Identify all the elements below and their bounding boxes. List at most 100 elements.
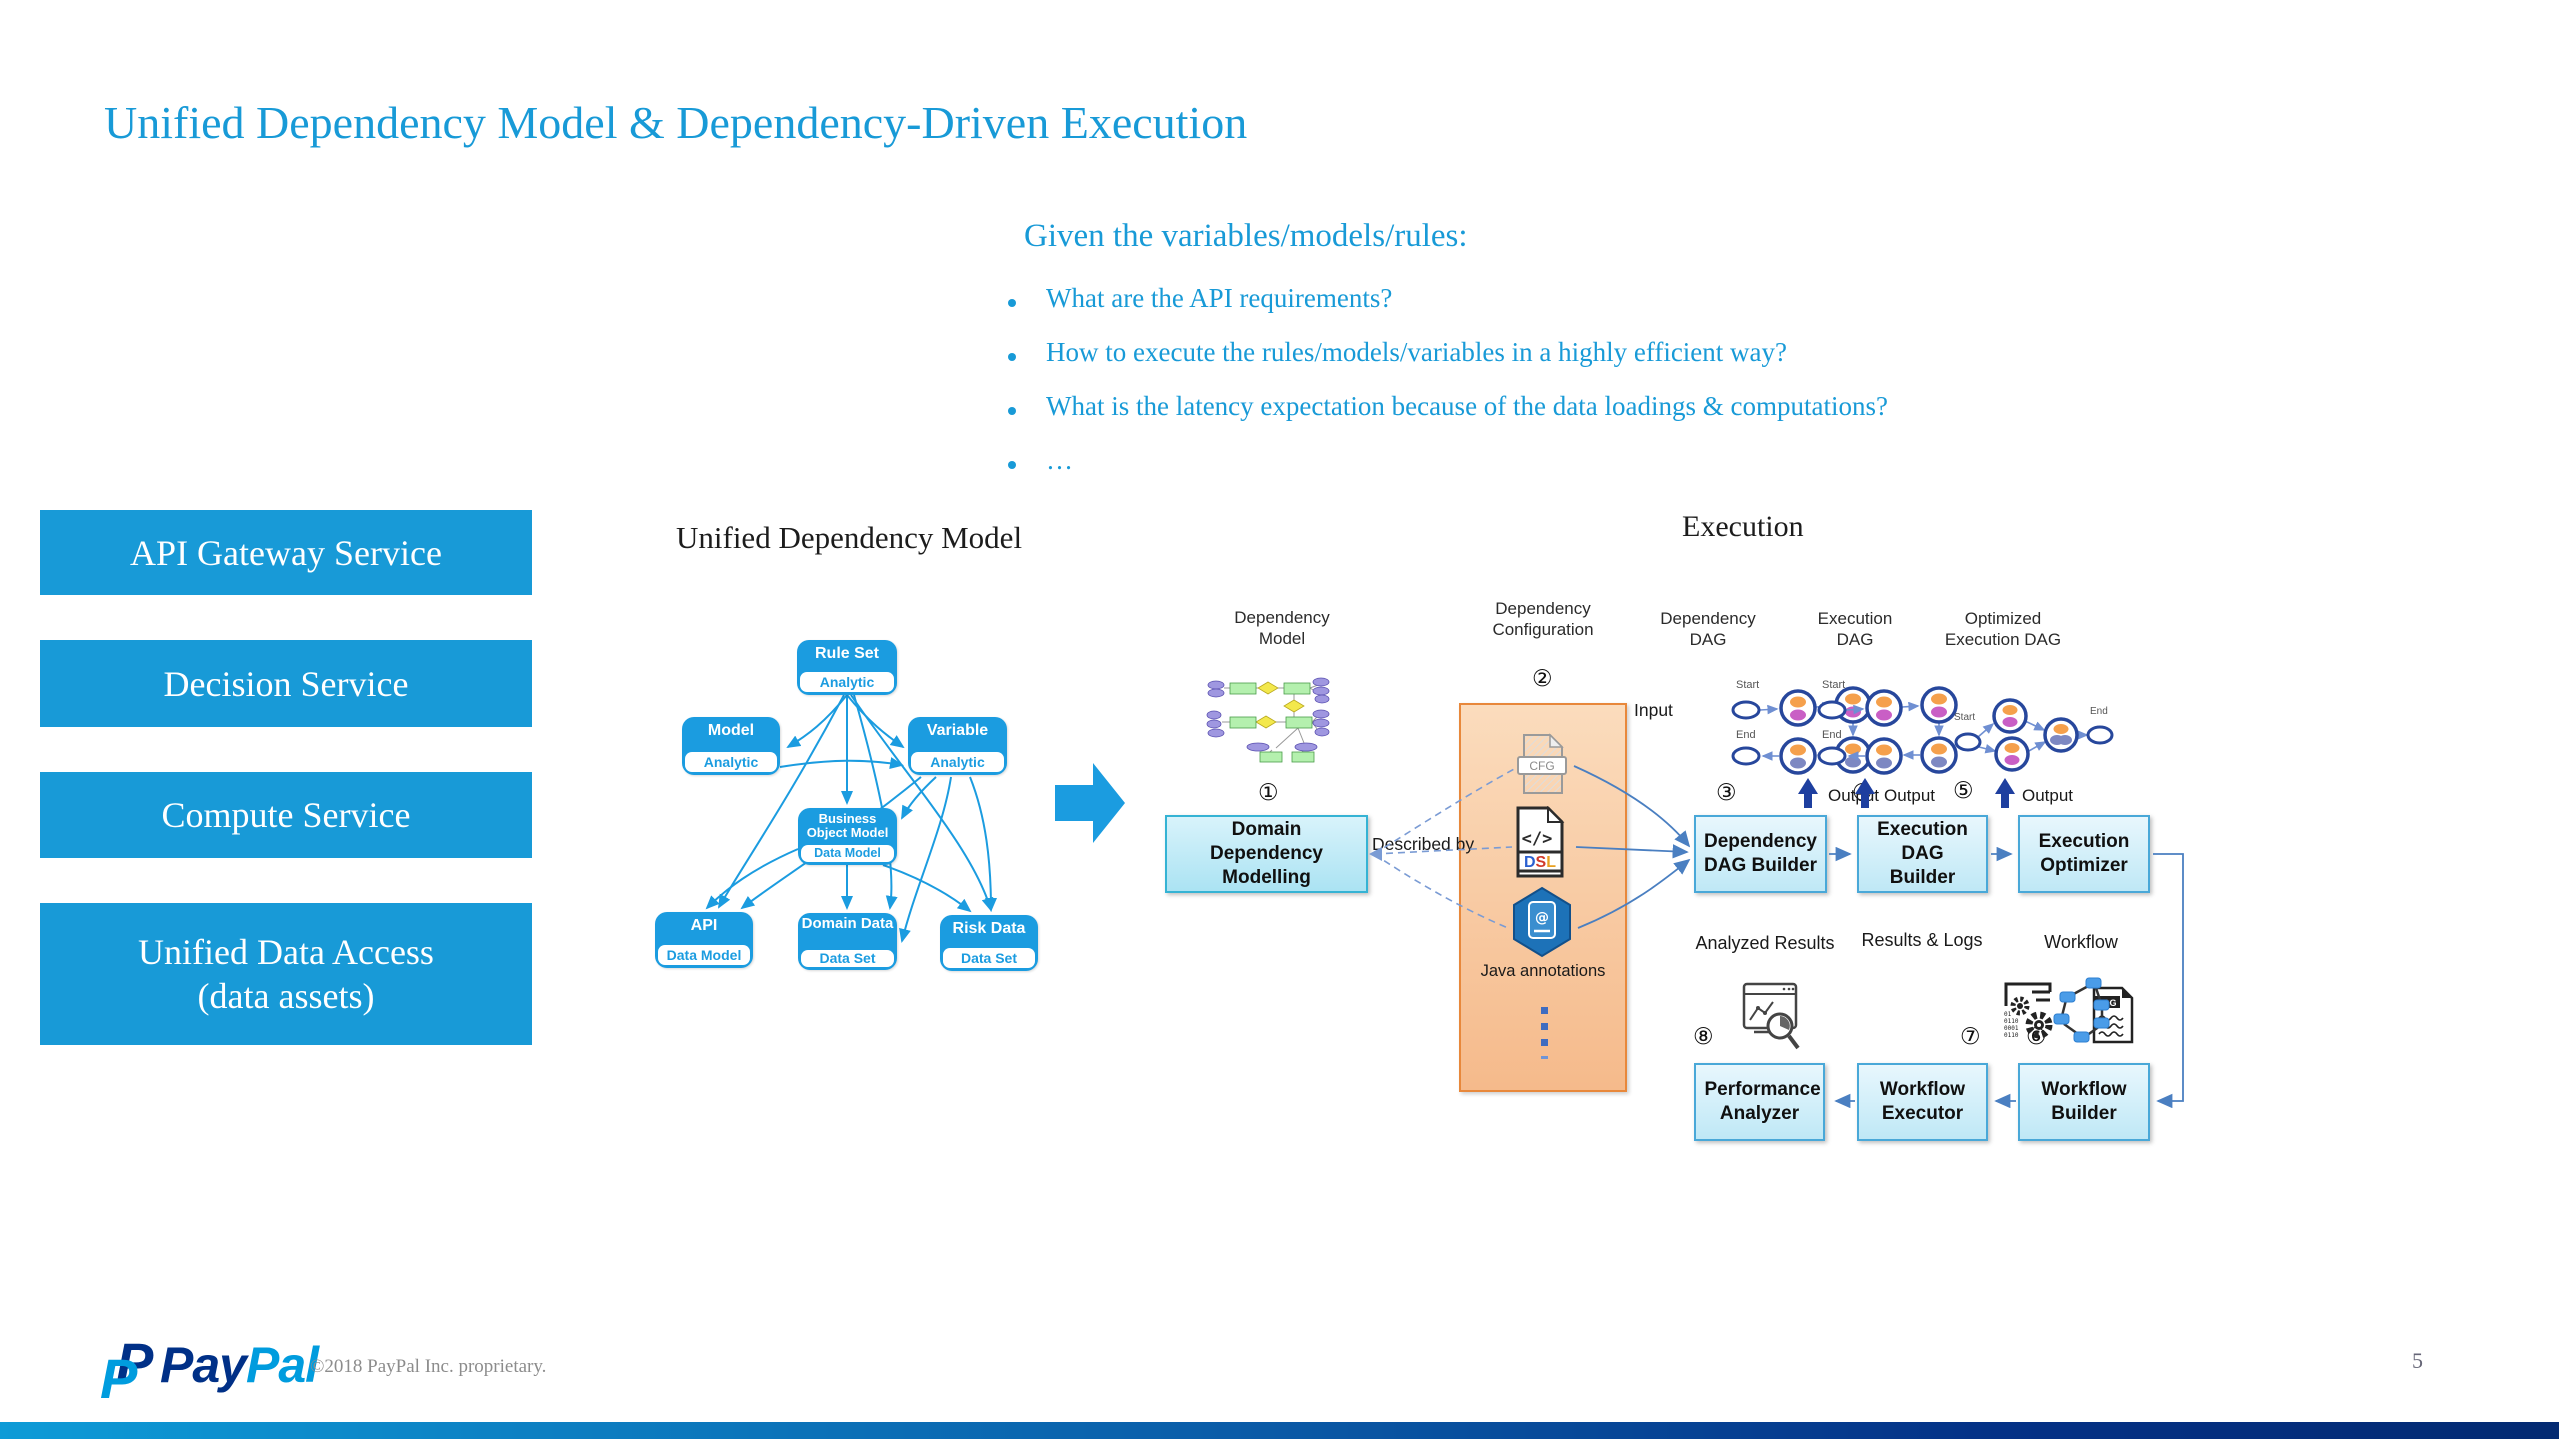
step-2-badge: ② xyxy=(1532,666,1553,692)
box-domain-dependency-modelling: Domain Dependency Modelling xyxy=(1165,815,1368,893)
node-type: Data Set xyxy=(801,950,894,967)
wordmark-pay: Pay xyxy=(160,1337,247,1393)
cfg-file-icon: CFG xyxy=(1517,733,1567,794)
column-label-execution-dag: Execution DAG xyxy=(1817,609,1893,649)
service-bar-unified-data-access: Unified Data Access (data assets) xyxy=(40,903,532,1045)
page-number: 5 xyxy=(2412,1348,2423,1373)
start-label: Start xyxy=(1822,679,1845,691)
udm-node-api: API Data Model xyxy=(655,912,753,968)
ellipsis-dots-icon xyxy=(1540,998,1548,1059)
column-label-dependency-model: Dependency Model xyxy=(1234,608,1330,648)
binary-text: 0110 xyxy=(2004,1032,2019,1039)
box-performance-analyzer: Performance Analyzer xyxy=(1694,1063,1825,1141)
unified-dependency-model-diagram: Rule Set Analytic Model Analytic Variabl… xyxy=(640,517,1120,997)
bullet-icon xyxy=(1008,353,1016,361)
column-label-dependency-dag: Dependency DAG xyxy=(1660,609,1756,649)
service-label-line2: (data assets) xyxy=(197,976,375,1016)
node-name: Domain Data xyxy=(801,915,894,932)
step-3-badge: ③ xyxy=(1716,780,1737,806)
paypal-wordmark: PayPal xyxy=(160,1336,319,1394)
udm-node-variable: Variable Analytic xyxy=(908,717,1007,775)
box-label: Workflow Builder xyxy=(2041,1079,2127,1124)
step-1-badge: ① xyxy=(1258,780,1279,806)
node-type: Analytic xyxy=(911,752,1004,772)
udm-node-risk-data: Risk Data Data Set xyxy=(940,915,1038,971)
service-bar-compute: Compute Service xyxy=(40,772,532,858)
start-label: Start xyxy=(1736,679,1759,691)
step-7-badge: ⑦ xyxy=(1960,1024,1981,1050)
node-type: Data Model xyxy=(658,945,750,965)
box-label: Execution Optimizer xyxy=(2038,831,2130,876)
binary-text: 0110 xyxy=(2004,1018,2019,1025)
step-8-badge: ⑧ xyxy=(1693,1024,1714,1050)
bullet-text: … xyxy=(1046,445,1073,475)
footer-accent-bar xyxy=(0,1422,2559,1439)
box-label: Domain Dependency Modelling xyxy=(1210,819,1323,888)
service-label: Compute Service xyxy=(161,795,411,835)
node-type: Data Set xyxy=(943,948,1035,968)
box-label: Execution DAG Builder xyxy=(1877,819,1968,888)
udm-node-rule-set: Rule Set Analytic xyxy=(797,640,897,695)
dsl-file-icon: </> DSL xyxy=(1516,806,1565,878)
end-label: End xyxy=(1822,729,1842,741)
service-label: API Gateway Service xyxy=(130,532,442,573)
box-label: Performance Analyzer xyxy=(1704,1079,1821,1124)
java-annotations-label: Java annotations xyxy=(1480,962,1606,980)
optimized-execution-dag-graphic: Start End xyxy=(1954,698,2114,772)
node-type: Analytic xyxy=(685,752,777,772)
end-label: End xyxy=(2090,706,2108,717)
end-label: End xyxy=(1736,729,1756,741)
paypal-logo-icon: P P xyxy=(100,1331,154,1406)
er-diagram-thumbnail xyxy=(1206,677,1330,763)
output-label: Output xyxy=(2022,786,2074,805)
bullet-icon xyxy=(1008,299,1016,307)
list-item: What is the latency expectation because … xyxy=(1008,391,2228,445)
box-dependency-dag-builder: Dependency DAG Builder xyxy=(1694,815,1827,893)
output-label: Output xyxy=(1884,786,1936,805)
step-5-badge: ⑤ xyxy=(1953,778,1974,804)
copyright-text: ©2018 PayPal Inc. proprietary. xyxy=(310,1356,547,1377)
list-item: What are the API requirements? xyxy=(1008,283,2228,337)
box-label: Dependency DAG Builder xyxy=(1704,831,1817,876)
service-bar-decision: Decision Service xyxy=(40,640,532,727)
section-transition-arrow-icon xyxy=(1055,763,1125,843)
page-title: Unified Dependency Model & Dependency-Dr… xyxy=(104,97,1248,148)
udm-section-title: Unified Dependency Model xyxy=(676,520,1023,555)
intro-heading: Given the variables/models/rules: xyxy=(1024,218,1468,254)
bullet-text: How to execute the rules/models/variable… xyxy=(1046,337,1788,367)
node-type: Data Model xyxy=(801,845,894,862)
service-bar-api-gateway: API Gateway Service xyxy=(40,510,532,595)
logo-p-back: P xyxy=(116,1331,154,1394)
dsl-label: DSL xyxy=(1524,854,1556,871)
bullet-text: What is the latency expectation because … xyxy=(1046,391,1888,421)
list-item: How to execute the rules/models/variable… xyxy=(1008,337,2228,391)
results-logs-label: Results & Logs xyxy=(1861,930,1983,950)
udm-node-business-object-model: Business Object Model Data Model xyxy=(798,808,897,865)
workflow-graph-icon xyxy=(2053,977,2110,1043)
list-item: … xyxy=(1008,445,2228,499)
analyzed-results-label: Analyzed Results xyxy=(1695,933,1835,953)
node-name: Rule Set xyxy=(814,645,879,662)
performance-analysis-icon xyxy=(1742,982,1800,1050)
bullet-icon xyxy=(1008,461,1016,469)
at-glyph: @ xyxy=(1535,910,1549,926)
output-label: Output xyxy=(1828,786,1880,805)
start-label: Start xyxy=(1954,712,1975,723)
input-label: Input xyxy=(1634,700,1673,720)
logo-p-front: P xyxy=(100,1347,138,1406)
box-label: Workflow Executor xyxy=(1879,1079,1966,1124)
node-name: Variable xyxy=(926,722,989,739)
service-label: Decision Service xyxy=(163,663,409,704)
bullet-text: What are the API requirements? xyxy=(1046,283,1393,313)
udm-node-domain-data: Domain Data Data Set xyxy=(798,913,897,970)
described-by-label: Described by xyxy=(1372,834,1475,854)
column-label-dependency-configuration: Dependency Configuration xyxy=(1492,599,1594,639)
column-label-optimized-execution-dag: Optimized Execution DAG xyxy=(1944,609,2062,649)
wordmark-pal: Pal xyxy=(245,1337,319,1393)
java-annotations-icon: @ xyxy=(1513,886,1571,958)
box-execution-optimizer: Execution Optimizer xyxy=(2018,815,2150,893)
bullet-icon xyxy=(1008,407,1016,415)
node-type: Analytic xyxy=(800,672,894,692)
box-execution-dag-builder: Execution DAG Builder xyxy=(1857,815,1988,893)
